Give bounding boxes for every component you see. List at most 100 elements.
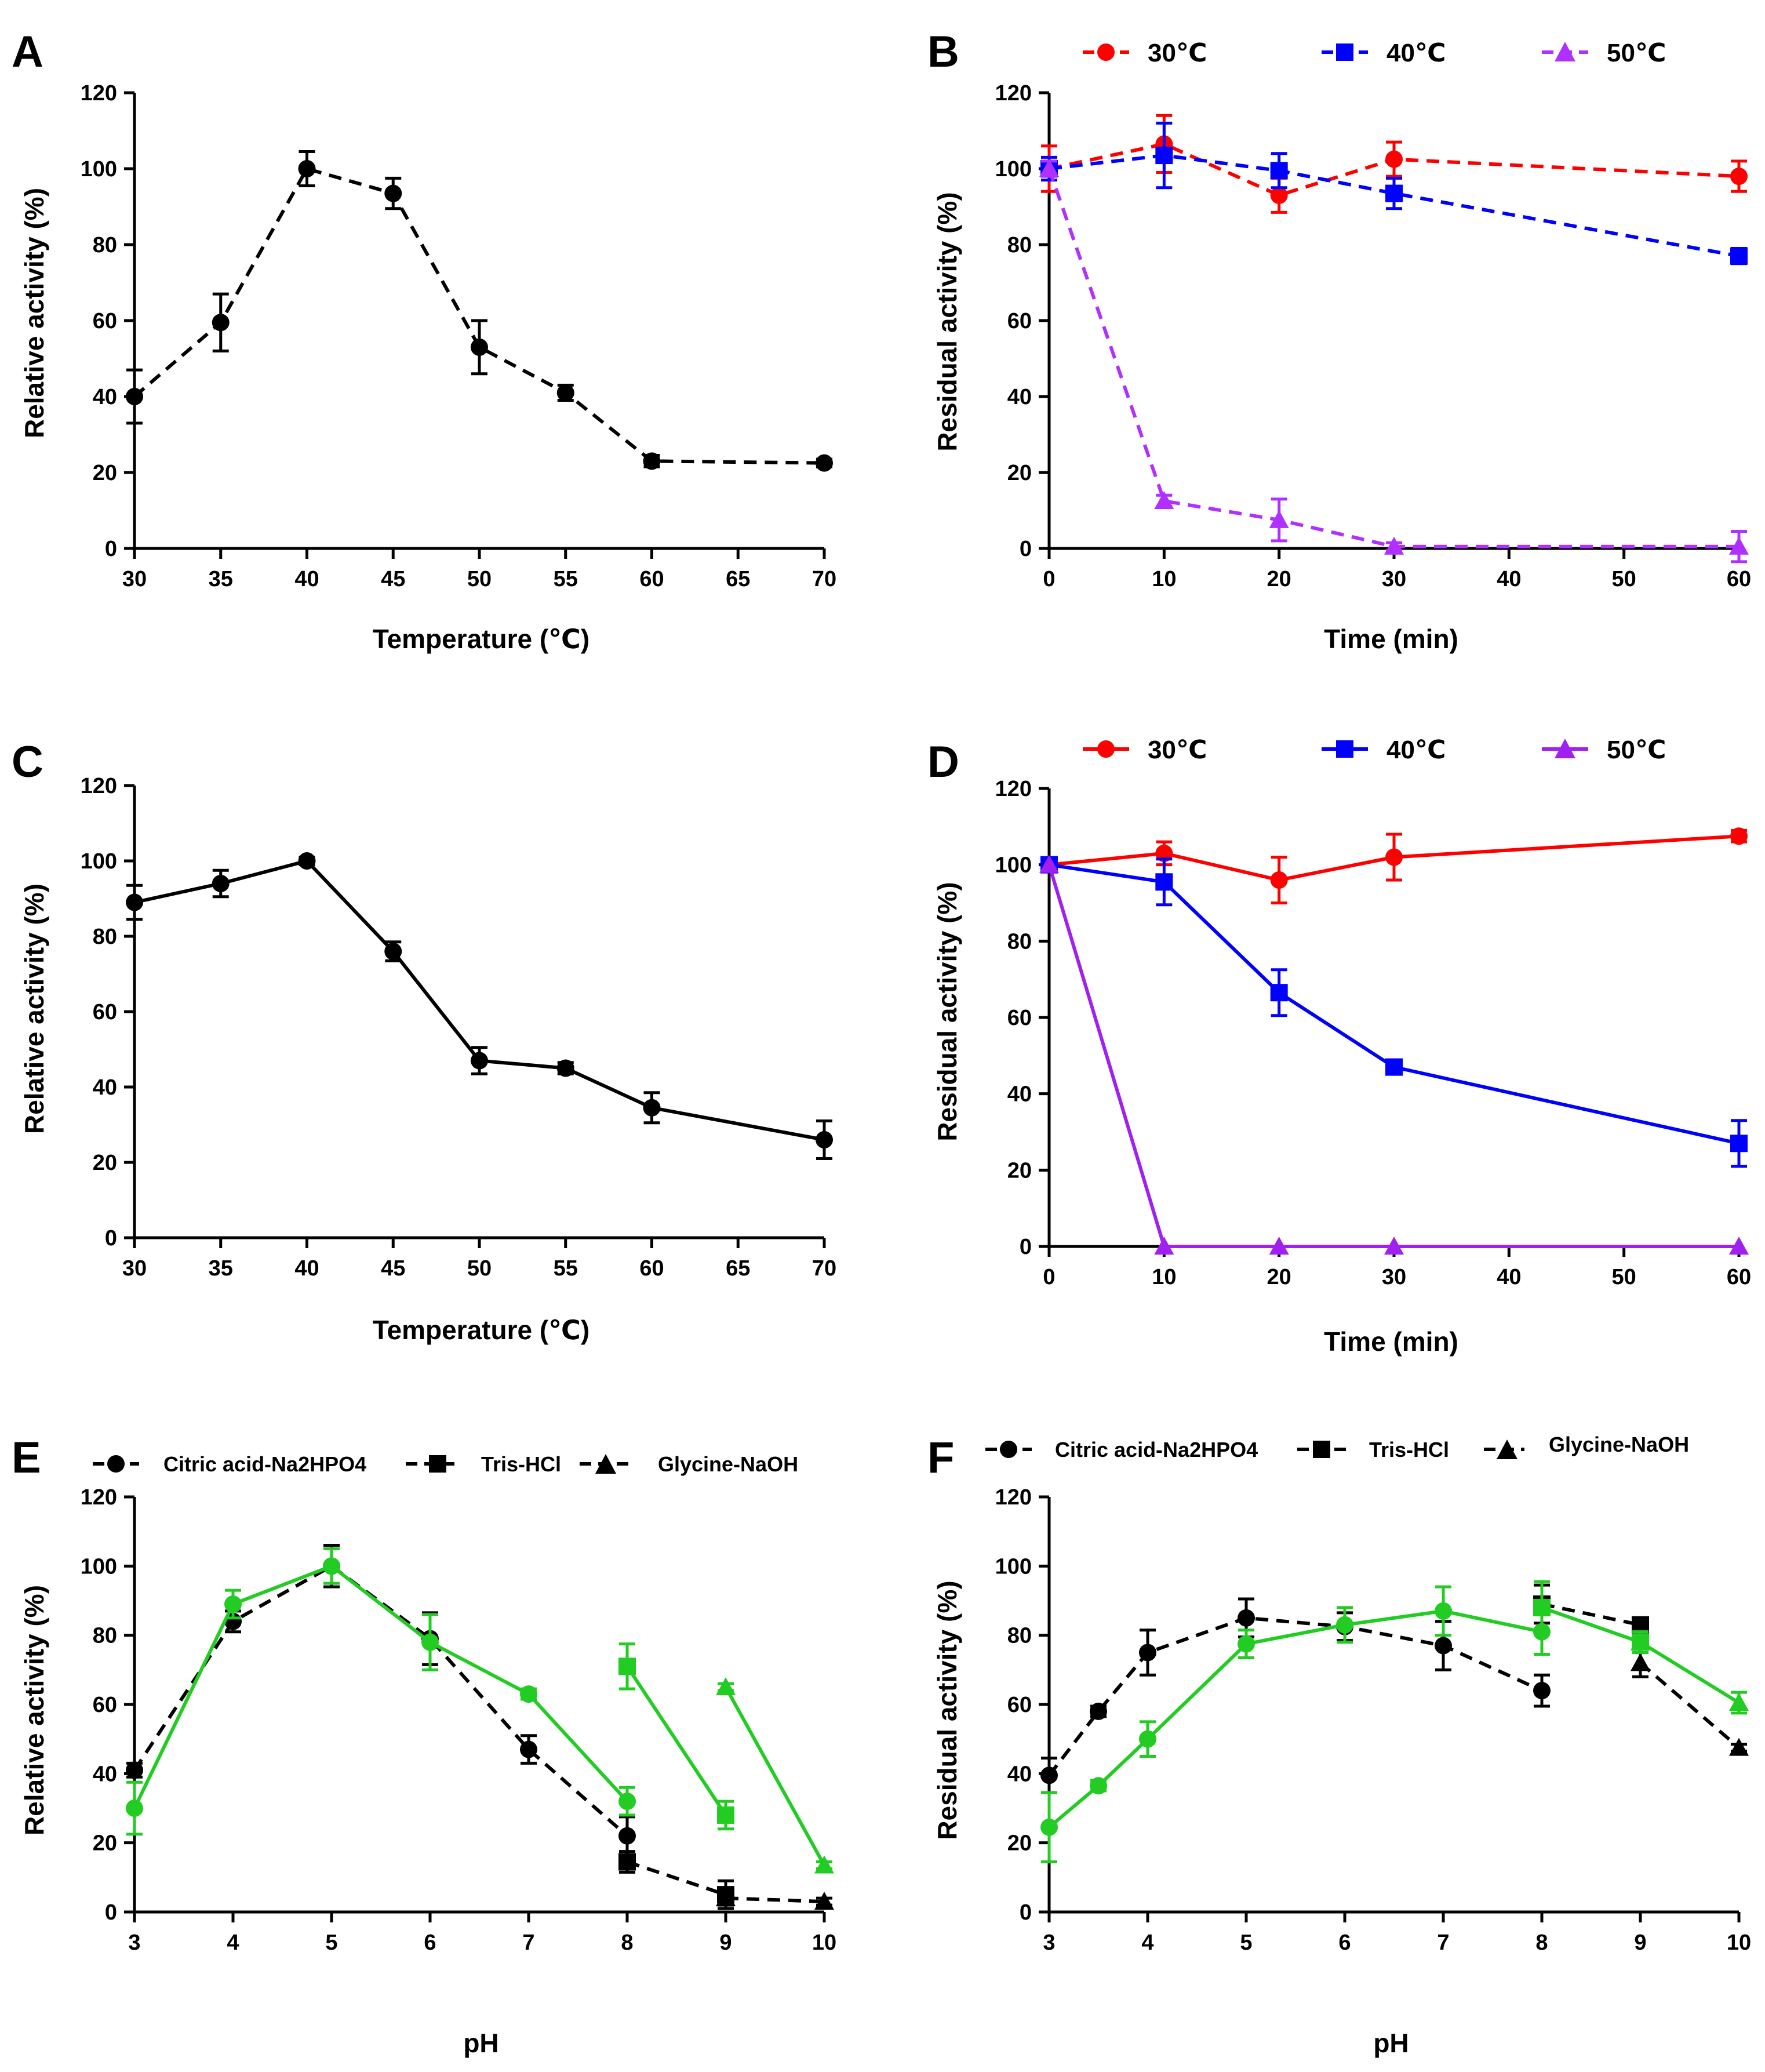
panel-label: F bbox=[927, 1433, 954, 1482]
plot-area: 0 20 40 60 80 100 120 3 4 5 6 7 8 9 10 bbox=[81, 1485, 837, 1955]
y-tick-label: 100 bbox=[995, 1554, 1032, 1579]
legend-marker-square bbox=[1336, 43, 1353, 61]
series-line bbox=[1047, 864, 1739, 1248]
series-line bbox=[1048, 1609, 1542, 1829]
y-tick-label: 60 bbox=[93, 309, 117, 333]
x-tick-label: 30 bbox=[122, 567, 147, 591]
legend-item-glycine: Glycine-NaOH bbox=[1484, 1433, 1689, 1459]
y-tick-label: 0 bbox=[105, 1900, 117, 1925]
legend-item-citric: Citric acid-Na2HPO4 bbox=[985, 1438, 1258, 1462]
y-tick-label: 60 bbox=[93, 1693, 117, 1717]
legend-item-50c: 50℃ bbox=[1542, 39, 1666, 67]
y-tick-label: 40 bbox=[93, 1075, 117, 1100]
data-point bbox=[1730, 1135, 1748, 1153]
x-tick-label: 50 bbox=[467, 567, 492, 591]
legend-label: 30℃ bbox=[1148, 39, 1207, 67]
series-line bbox=[1049, 863, 1739, 1146]
x-tick-label: 8 bbox=[1535, 1931, 1548, 1955]
x-tick-label: 40 bbox=[294, 1256, 319, 1281]
series-line bbox=[133, 167, 825, 465]
y-axis-title: Relative activity (%) bbox=[19, 884, 49, 1134]
data-point bbox=[1155, 873, 1173, 891]
legend: 30℃ 40℃ 50℃ bbox=[1083, 736, 1666, 764]
x-tick-label: 0 bbox=[1043, 567, 1055, 591]
y-tick-label: 60 bbox=[93, 1000, 117, 1024]
series-line bbox=[725, 1896, 825, 1904]
legend-label: 30℃ bbox=[1148, 736, 1207, 764]
x-tick-label: 10 bbox=[1152, 1265, 1176, 1289]
y-tick-label: 0 bbox=[105, 1226, 117, 1251]
panel-a: A Temperature (℃) Relative activity (%) … bbox=[12, 27, 836, 654]
data-point bbox=[126, 893, 143, 911]
data-point bbox=[1729, 1237, 1749, 1255]
x-tick-label: 7 bbox=[1437, 1931, 1449, 1955]
data-point bbox=[1385, 184, 1403, 202]
legend-label: Citric acid-Na2HPO4 bbox=[163, 1452, 366, 1476]
data-point bbox=[816, 1131, 833, 1148]
y-tick-label: 20 bbox=[93, 1151, 117, 1175]
y-tick-label: 120 bbox=[81, 774, 117, 798]
x-tick-label: 9 bbox=[719, 1931, 732, 1955]
y-tick-label: 120 bbox=[81, 81, 117, 106]
y-tick-label: 60 bbox=[1007, 1006, 1032, 1030]
legend: Citric acid-Na2HPO4 Tris-HCl Glycine-NaO… bbox=[985, 1433, 1689, 1462]
legend-item-50c: 50℃ bbox=[1542, 736, 1666, 764]
data-point bbox=[1090, 1777, 1107, 1795]
data-point bbox=[471, 1052, 488, 1070]
data-point bbox=[520, 1740, 537, 1758]
x-tick-label: 65 bbox=[726, 567, 750, 591]
x-tick-label: 20 bbox=[1267, 1265, 1291, 1289]
data-point bbox=[298, 852, 316, 870]
legend-marker-circle bbox=[107, 1455, 125, 1473]
series-line bbox=[1541, 1606, 1641, 1644]
y-axis-title: Relative activity (%) bbox=[19, 1585, 49, 1835]
data-point bbox=[643, 1099, 661, 1117]
y-tick-label: 120 bbox=[81, 1485, 117, 1510]
data-point bbox=[814, 1892, 834, 1910]
data-point bbox=[816, 454, 833, 472]
data-point bbox=[520, 1685, 537, 1703]
data-point bbox=[643, 452, 661, 470]
x-tick-label: 10 bbox=[1152, 567, 1176, 591]
legend-label: 50℃ bbox=[1607, 39, 1666, 67]
x-tick-label: 50 bbox=[467, 1256, 492, 1281]
x-axis-title: Temperature (℃) bbox=[373, 1315, 589, 1345]
data-point bbox=[1139, 1730, 1156, 1748]
panel-label: B bbox=[927, 27, 959, 77]
legend-marker-square bbox=[1313, 1441, 1330, 1458]
plot-area: 0 20 40 60 80 100 120 0 10 20 30 40 50 60 bbox=[995, 777, 1752, 1289]
x-axis-title: pH bbox=[463, 2028, 498, 2058]
y-tick-label: 20 bbox=[93, 1831, 117, 1856]
panel-d: D Time (min) Residual activity (%) 30℃ 4… bbox=[927, 736, 1751, 1357]
x-tick-label: 8 bbox=[621, 1931, 633, 1955]
legend-marker-circle bbox=[1097, 740, 1115, 758]
x-tick-label: 55 bbox=[554, 1256, 578, 1281]
x-tick-label: 5 bbox=[325, 1931, 337, 1955]
x-tick-label: 50 bbox=[1612, 567, 1636, 591]
x-axis-title: Temperature (℃) bbox=[373, 624, 589, 654]
legend-item-glycine: Glycine-NaOH bbox=[580, 1452, 798, 1476]
data-point bbox=[1154, 1237, 1174, 1255]
y-tick-label: 100 bbox=[81, 157, 117, 181]
x-tick-label: 0 bbox=[1043, 1265, 1055, 1289]
data-point bbox=[298, 160, 316, 177]
x-axis-title: Time (min) bbox=[1324, 1326, 1458, 1357]
data-point bbox=[1139, 1644, 1156, 1662]
data-point bbox=[1238, 1635, 1255, 1653]
series-line bbox=[1047, 168, 1739, 548]
legend-label: Tris-HCl bbox=[481, 1452, 561, 1476]
legend-label: Tris-HCl bbox=[1369, 1438, 1449, 1462]
y-axis-title: Residual activity (%) bbox=[932, 192, 962, 451]
data-point bbox=[1040, 1818, 1058, 1836]
data-point bbox=[1270, 162, 1288, 180]
legend-marker-circle bbox=[1000, 1441, 1017, 1458]
x-tick-label: 45 bbox=[381, 1256, 405, 1281]
x-tick-label: 10 bbox=[812, 1931, 836, 1955]
x-tick-label: 40 bbox=[1497, 567, 1521, 591]
y-tick-label: 20 bbox=[1007, 1831, 1032, 1856]
plot-area: 0 20 40 60 80 100 120 0 10 20 30 40 50 60 bbox=[995, 81, 1752, 591]
data-point bbox=[1039, 855, 1059, 873]
y-tick-label: 40 bbox=[1007, 1762, 1032, 1786]
legend-marker-circle bbox=[1097, 43, 1115, 61]
